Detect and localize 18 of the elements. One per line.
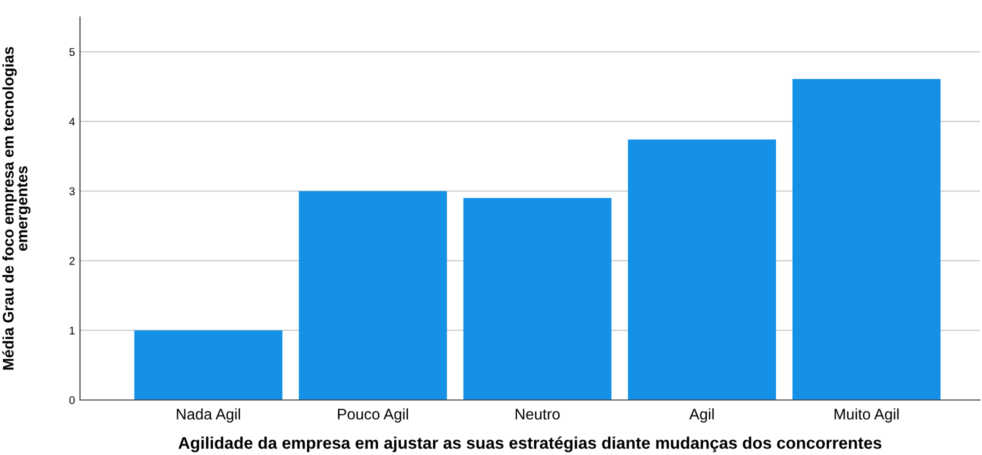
bar (792, 78, 941, 400)
x-axis-title: Agilidade da empresa em ajustar as suas estratégias diante mudanças dos concorrentes (178, 436, 882, 452)
y-tick-label: 3 (69, 187, 75, 196)
x-tick-label: Pouco Agil (338, 408, 408, 423)
x-tick-label: Agil (689, 408, 714, 423)
bar (134, 330, 282, 400)
y-tick-label: 1 (70, 326, 75, 334)
x-tick-label: Nada Agil (176, 408, 240, 423)
x-tick-label: Muito Agil (834, 408, 899, 423)
x-tick-label: Neutro (516, 408, 560, 420)
y-axis-title: Média Grau de foco empresa em tecnologias emergentes (2, 46, 30, 370)
y-tick-label: 4 (69, 118, 75, 126)
y-tick-label: 0 (69, 396, 75, 404)
bar (463, 198, 612, 400)
y-tick-label: 2 (70, 256, 75, 265)
bar (628, 140, 776, 400)
bar (298, 191, 447, 400)
y-tick-label: 5 (69, 48, 75, 56)
